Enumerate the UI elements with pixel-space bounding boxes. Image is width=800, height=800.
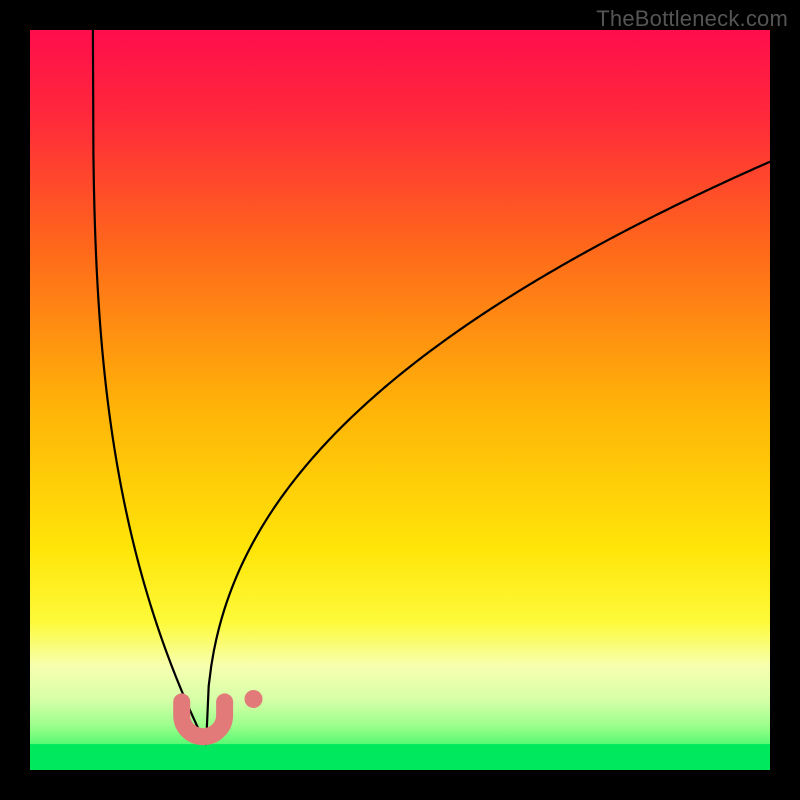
gradient-background: [30, 30, 770, 770]
highlight-dot-marker: [244, 690, 262, 708]
border-bottom: [0, 770, 800, 800]
watermark-text: TheBottleneck.com: [596, 6, 788, 32]
green-floor-band: [30, 744, 770, 770]
chart-svg: [0, 0, 800, 800]
border-left: [0, 0, 30, 800]
chart-frame: TheBottleneck.com: [0, 0, 800, 800]
border-right: [770, 0, 800, 800]
